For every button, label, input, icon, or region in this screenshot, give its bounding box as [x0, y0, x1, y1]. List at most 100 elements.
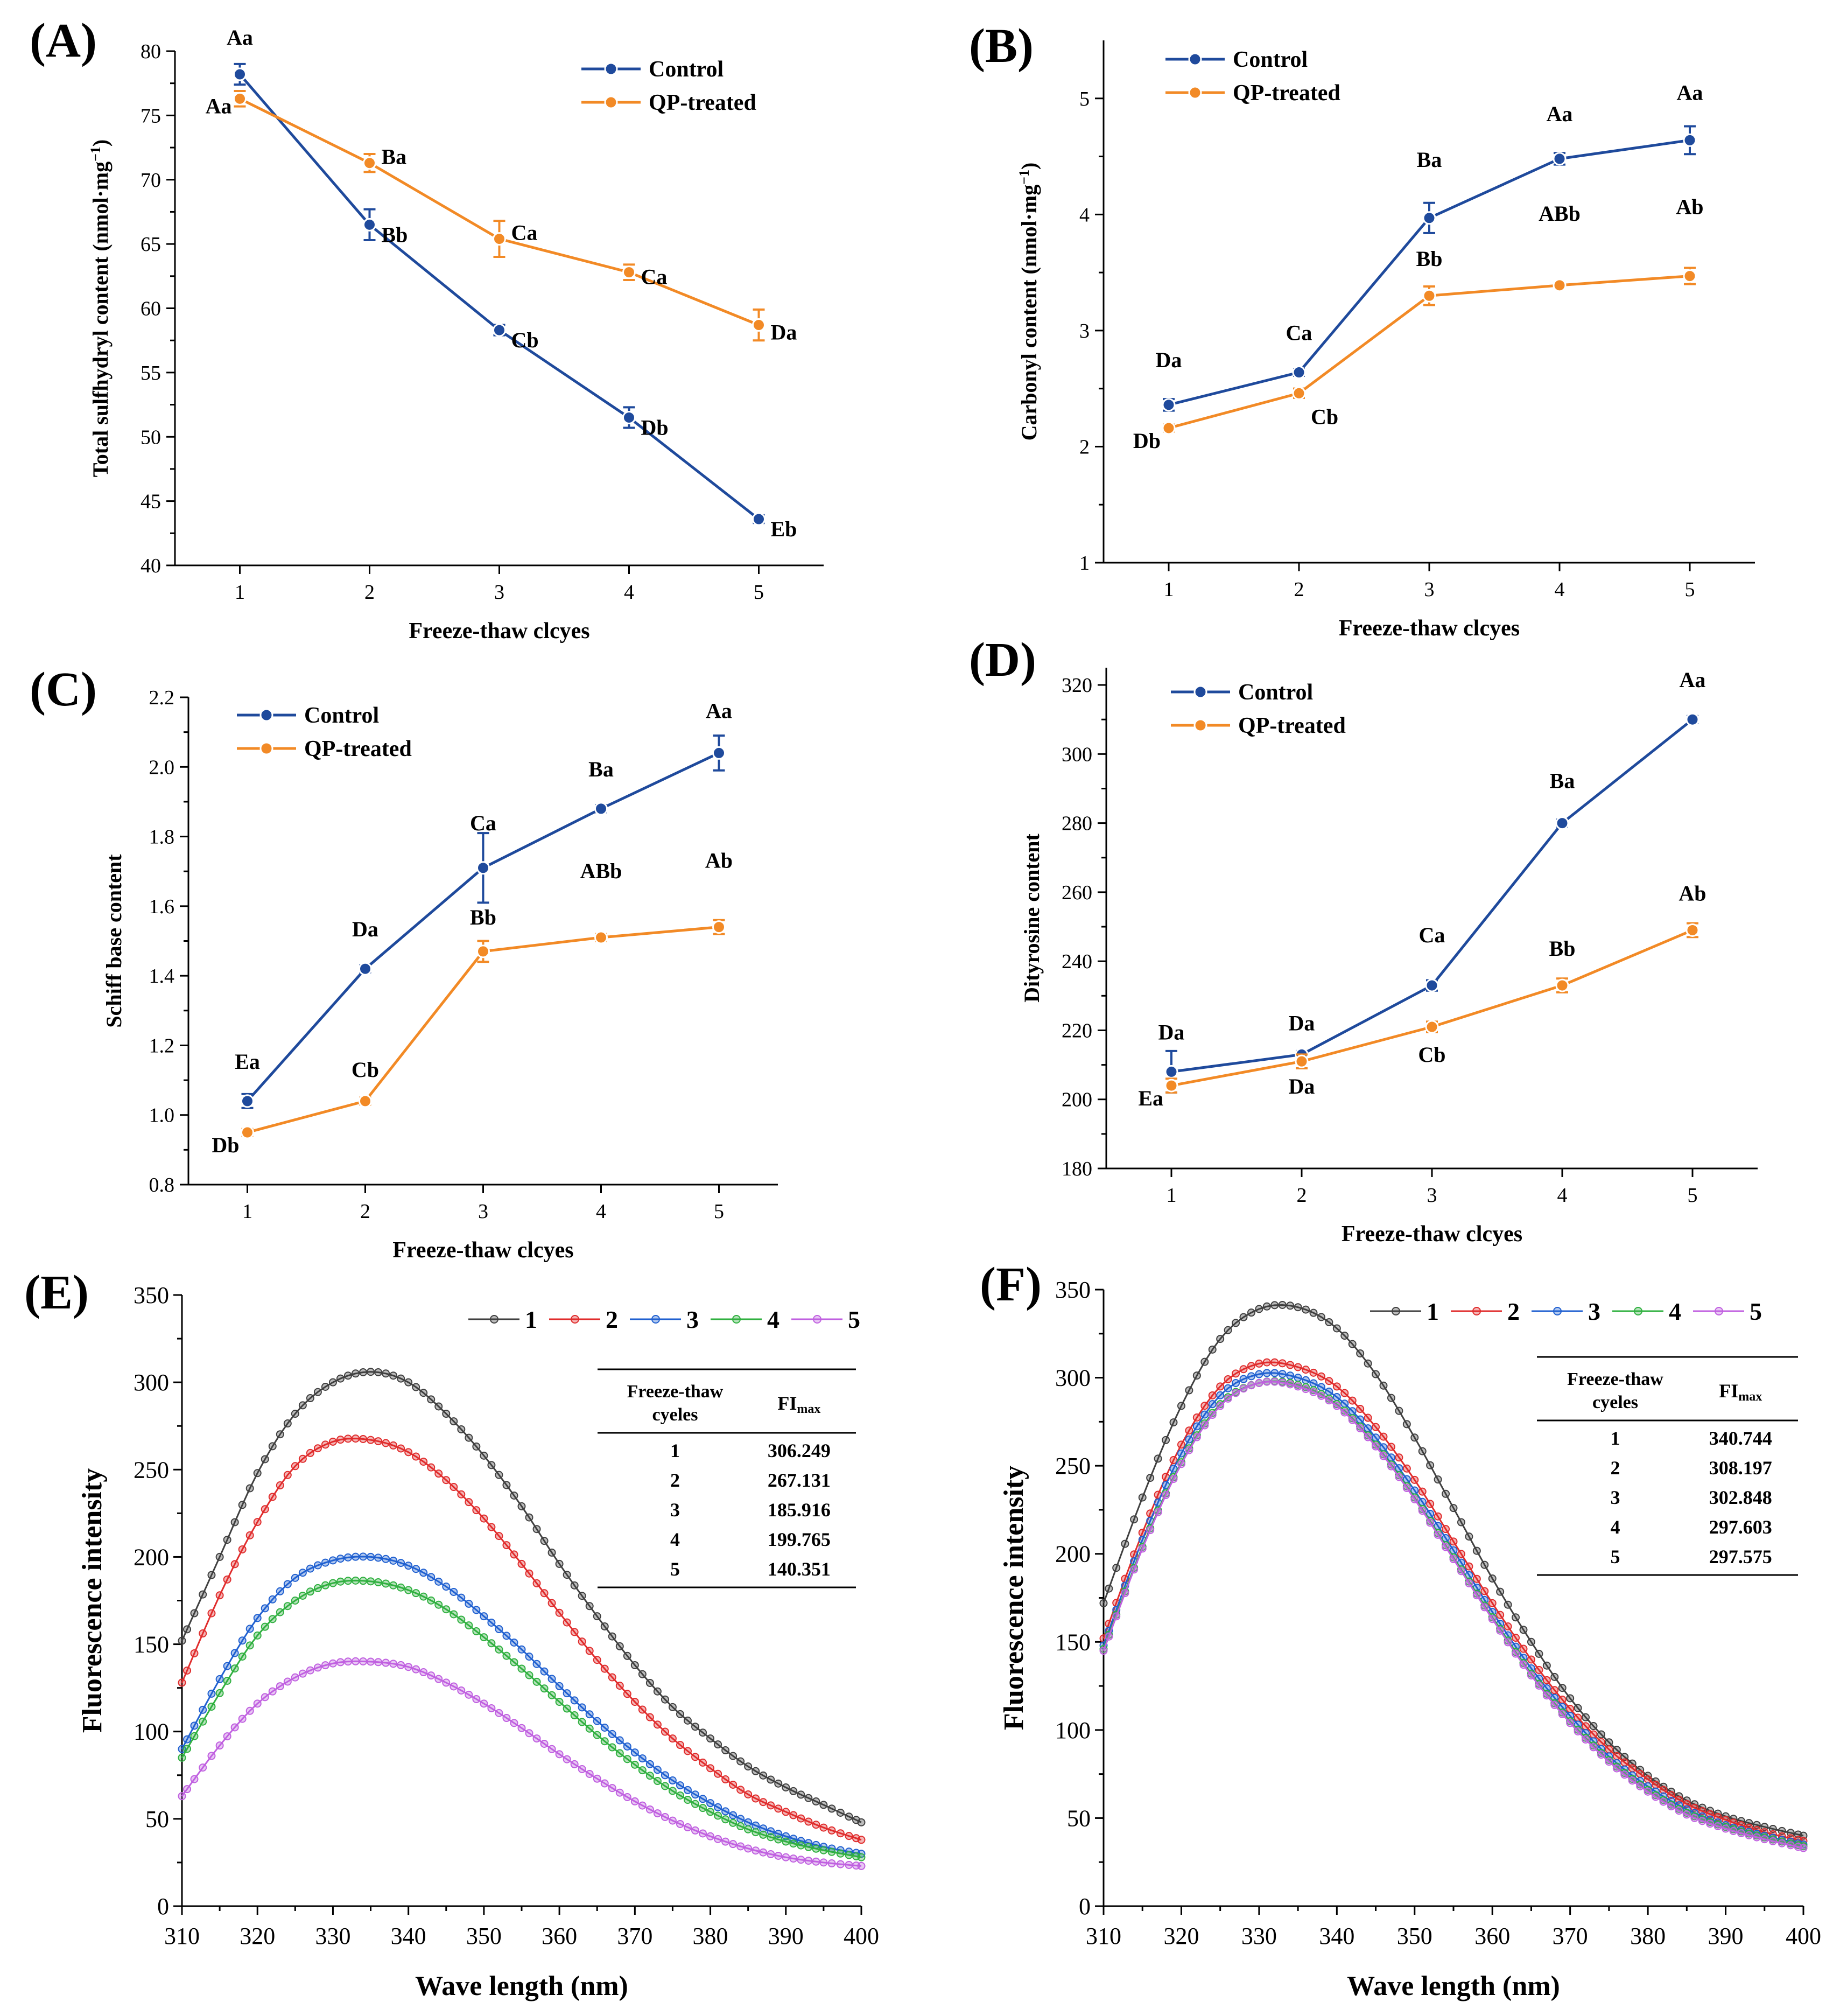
data-point — [382, 1658, 390, 1667]
data-point — [510, 1550, 518, 1559]
data-point — [382, 1439, 390, 1447]
y-tick-label: 200 — [1062, 1089, 1092, 1111]
data-point — [845, 1812, 853, 1821]
data-point — [812, 1857, 820, 1866]
data-point — [276, 1587, 284, 1595]
data-point — [1309, 1379, 1318, 1388]
data-point — [1162, 1436, 1170, 1444]
data-point — [1317, 1372, 1325, 1381]
data-point — [238, 1653, 247, 1661]
data-point — [759, 1798, 768, 1807]
legend-marker — [651, 1315, 660, 1324]
data-point — [1286, 1301, 1295, 1310]
data-point — [178, 1636, 186, 1645]
y-tick-label: 2.2 — [149, 687, 175, 709]
data-point — [676, 1781, 684, 1790]
data-point — [230, 1649, 239, 1657]
data-point — [1340, 1332, 1349, 1340]
x-tick-label: 2 — [364, 581, 375, 604]
data-point — [328, 1579, 337, 1587]
data-point — [1387, 1394, 1395, 1402]
data-point — [1683, 133, 1697, 147]
data-point — [1768, 1825, 1777, 1833]
data-point — [1402, 1464, 1411, 1473]
data-point — [1644, 1775, 1652, 1783]
y-tick-label: 50 — [141, 426, 161, 449]
series-line-4 — [1102, 1380, 1804, 1847]
table-cell: 302.848 — [1709, 1487, 1772, 1508]
data-point — [767, 1801, 775, 1810]
data-point — [419, 1569, 428, 1577]
data-point — [1582, 1735, 1590, 1744]
data-point — [1558, 1710, 1567, 1718]
data-point — [1247, 1381, 1255, 1390]
data-point — [1535, 1665, 1543, 1674]
data-point — [238, 1636, 247, 1645]
data-point — [1192, 1371, 1201, 1380]
data-point — [427, 1596, 436, 1605]
data-point — [857, 1853, 866, 1861]
data-point — [1512, 1613, 1520, 1622]
y-tick-label: 320 — [1062, 674, 1092, 697]
data-point — [1519, 1661, 1528, 1669]
y-tick-label: 0 — [157, 1893, 169, 1920]
data-point — [683, 1796, 692, 1804]
table-cell: 1 — [1611, 1427, 1620, 1449]
data-point — [1605, 1758, 1613, 1766]
data-point — [404, 1586, 413, 1594]
data-point — [736, 1757, 745, 1766]
data-point — [472, 1442, 481, 1451]
y-tick-label: 220 — [1062, 1019, 1092, 1042]
x-axis-title: Wave length (nm) — [1347, 1971, 1560, 2001]
y-tick-label: 1.4 — [149, 965, 175, 988]
data-point — [812, 1821, 820, 1829]
data-point — [797, 1856, 805, 1864]
data-point — [1325, 1377, 1333, 1385]
table-cell: 2 — [670, 1469, 680, 1491]
panel-label: (F) — [980, 1258, 1042, 1311]
data-point — [1169, 1475, 1178, 1483]
data-point — [676, 1819, 684, 1828]
data-point — [540, 1684, 549, 1693]
data-point — [540, 1537, 549, 1545]
x-tick-label: 3 — [1427, 1184, 1437, 1207]
data-point — [540, 1667, 549, 1676]
data-point — [367, 1657, 375, 1666]
data-point — [1685, 923, 1699, 937]
data-point — [495, 1709, 503, 1717]
x-tick-label: 400 — [1786, 1923, 1821, 1949]
data-point — [1105, 1632, 1113, 1641]
data-point — [691, 1826, 700, 1835]
significance-label: Da — [1289, 1011, 1315, 1035]
data-point — [729, 1818, 738, 1827]
y-tick-label: 1.2 — [149, 1034, 175, 1057]
y-tick-label: 50 — [1067, 1805, 1091, 1831]
legend-marker — [1193, 685, 1207, 699]
data-point — [661, 1727, 669, 1736]
x-axis-title: Freeze-thaw clcyes — [409, 619, 589, 643]
data-point — [1434, 1530, 1442, 1539]
data-point — [1683, 269, 1697, 283]
panel-label: (D) — [969, 633, 1036, 687]
data-point — [404, 1378, 413, 1387]
significance-label: Ea — [1138, 1086, 1163, 1110]
data-point — [668, 1734, 677, 1743]
data-point — [1348, 1407, 1357, 1416]
data-point — [1294, 1303, 1302, 1312]
data-point — [1302, 1385, 1310, 1394]
data-point — [736, 1786, 745, 1794]
data-point — [547, 1745, 556, 1753]
data-point — [767, 1827, 775, 1836]
data-point — [404, 1448, 413, 1457]
data-point — [427, 1395, 436, 1404]
x-tick-label: 4 — [596, 1200, 606, 1223]
y-tick-label: 180 — [1062, 1158, 1092, 1180]
data-point — [1620, 1770, 1629, 1779]
data-point — [1105, 1584, 1113, 1593]
y-tick-label: 240 — [1062, 950, 1092, 973]
data-point — [1752, 1833, 1761, 1842]
legend-label: QP-treated — [1238, 713, 1346, 738]
data-point — [1442, 1525, 1450, 1534]
data-point — [638, 1801, 647, 1810]
significance-label: Ca — [1419, 923, 1445, 947]
